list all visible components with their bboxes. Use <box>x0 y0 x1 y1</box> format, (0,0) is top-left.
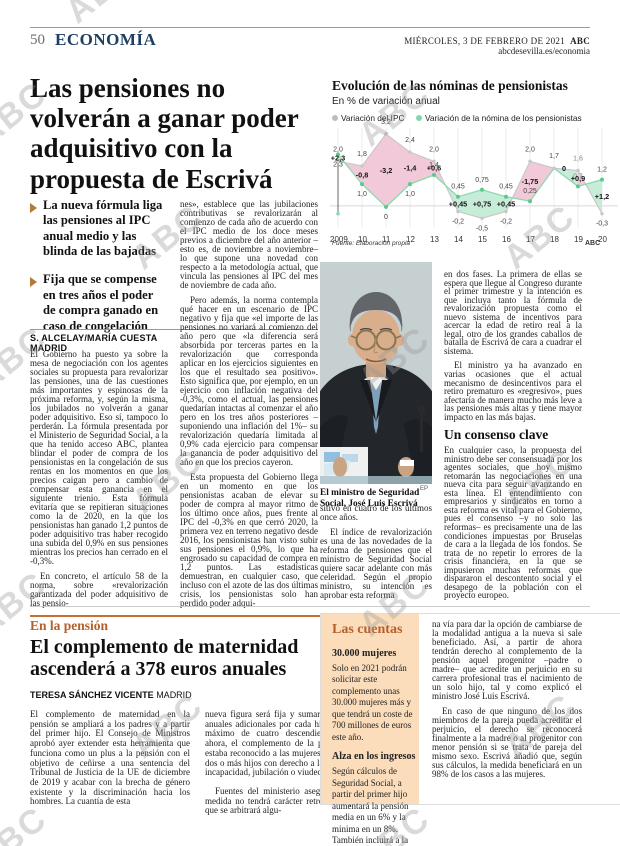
svg-text:1,7: 1,7 <box>549 153 559 160</box>
svg-text:+0,75: +0,75 <box>473 200 491 209</box>
svg-text:0: 0 <box>384 214 388 221</box>
svg-text:1,0: 1,0 <box>357 191 367 198</box>
svg-text:0,45: 0,45 <box>451 184 465 191</box>
svg-text:0: 0 <box>562 164 566 173</box>
svg-text:3,2: 3,2 <box>381 119 391 126</box>
svg-text:-1,75: -1,75 <box>522 177 539 186</box>
svg-text:2,3: 2,3 <box>333 162 343 169</box>
svg-text:+0,6: +0,6 <box>427 164 441 173</box>
svg-text:-0,5: -0,5 <box>476 225 488 232</box>
svg-text:0,75: 0,75 <box>475 177 489 184</box>
svg-text:+1,2: +1,2 <box>595 192 609 201</box>
svg-text:2,4: 2,4 <box>405 137 415 144</box>
svg-text:+2,3: +2,3 <box>331 153 345 162</box>
svg-text:+0,45: +0,45 <box>449 200 467 209</box>
svg-text:-0,3: -0,3 <box>596 221 608 228</box>
svg-text:2,0: 2,0 <box>429 146 439 153</box>
svg-text:0,25: 0,25 <box>523 188 537 195</box>
svg-text:-0,2: -0,2 <box>500 219 512 226</box>
svg-text:-1,4: -1,4 <box>404 164 418 173</box>
svg-text:2,0: 2,0 <box>333 146 343 153</box>
svg-text:+0,45: +0,45 <box>497 200 515 209</box>
svg-text:-0,2: -0,2 <box>452 219 464 226</box>
svg-text:1,8: 1,8 <box>357 151 367 158</box>
svg-text:1,0: 1,0 <box>405 191 415 198</box>
svg-text:1,2: 1,2 <box>597 167 607 174</box>
svg-text:1,6: 1,6 <box>573 156 583 163</box>
svg-text:-0,8: -0,8 <box>356 171 369 180</box>
svg-text:+0,9: +0,9 <box>571 174 585 183</box>
svg-text:-3,2: -3,2 <box>380 166 393 175</box>
svg-text:2,0: 2,0 <box>525 146 535 153</box>
svg-text:0,45: 0,45 <box>499 184 513 191</box>
